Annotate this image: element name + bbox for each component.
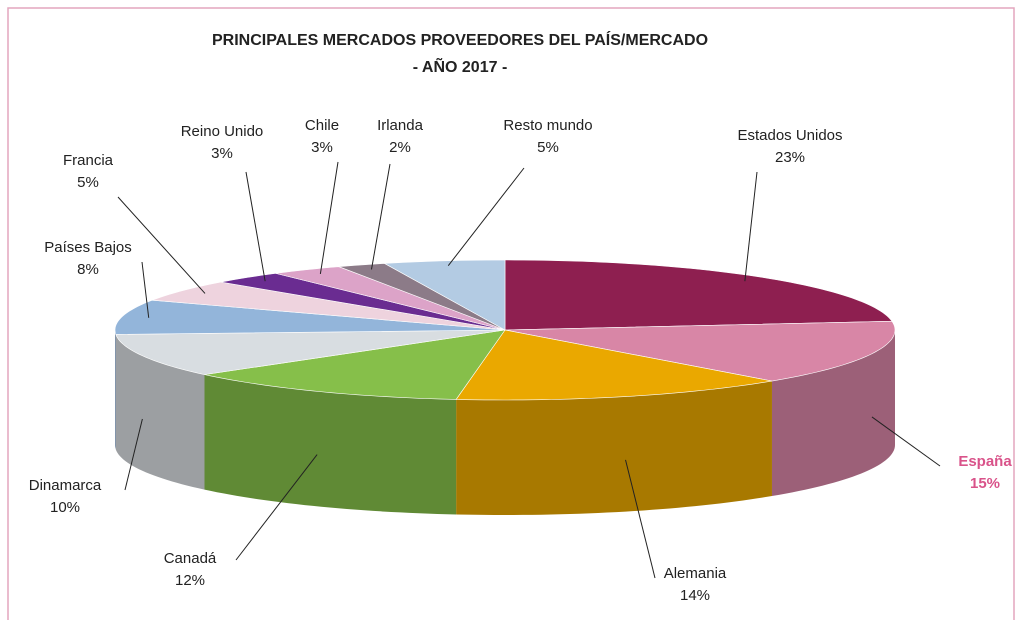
slice bbox=[504, 259, 893, 331]
data-label-name: Irlanda bbox=[377, 117, 424, 134]
slice bbox=[204, 329, 506, 400]
leader-line bbox=[124, 418, 143, 491]
leader-line bbox=[245, 171, 266, 282]
chart-title: PRINCIPALES MERCADOS PROVEEDORES DEL PAÍ… bbox=[212, 30, 708, 49]
data-label-value: 3% bbox=[211, 145, 233, 162]
data-label-value: 14% bbox=[680, 587, 710, 604]
slice-side bbox=[771, 330, 895, 497]
leader-line bbox=[117, 196, 206, 294]
data-label-value: 10% bbox=[50, 499, 80, 516]
data-label-name: Resto mundo bbox=[503, 117, 592, 134]
data-label-name: Reino Unido bbox=[181, 123, 264, 140]
data-label-value: 5% bbox=[537, 139, 559, 156]
data-label-value: 5% bbox=[77, 174, 99, 191]
data-label-value: 8% bbox=[77, 261, 99, 278]
data-label-value: 23% bbox=[775, 149, 805, 166]
data-label-value: 15% bbox=[970, 475, 1000, 492]
data-label-value: 3% bbox=[311, 139, 333, 156]
slice bbox=[114, 299, 506, 335]
leader-line bbox=[447, 167, 525, 267]
slice-side bbox=[115, 330, 116, 450]
slice bbox=[455, 329, 773, 401]
leader-line bbox=[871, 416, 941, 467]
leader-line bbox=[625, 459, 656, 579]
slice bbox=[338, 263, 506, 331]
slice bbox=[383, 259, 506, 331]
data-label-name: Francia bbox=[63, 152, 114, 169]
data-label-name: Estados Unidos bbox=[737, 127, 842, 144]
leader-line bbox=[319, 161, 339, 275]
slice bbox=[504, 320, 896, 382]
slice-side bbox=[115, 334, 205, 490]
data-label-name: Canadá bbox=[164, 550, 217, 567]
slice-side bbox=[204, 374, 457, 515]
chart-subtitle: - AÑO 2017 - bbox=[413, 56, 508, 76]
data-label-name: Países Bajos bbox=[44, 239, 132, 256]
slice bbox=[115, 329, 506, 375]
data-label-name: Dinamarca bbox=[29, 477, 102, 494]
leader-line bbox=[370, 163, 391, 270]
leader-line bbox=[235, 454, 318, 561]
data-label-name: Alemania bbox=[664, 565, 727, 582]
slice-side bbox=[456, 381, 772, 515]
slice bbox=[220, 273, 506, 331]
slice bbox=[152, 281, 506, 331]
slice bbox=[275, 266, 506, 331]
data-label-name: Chile bbox=[305, 117, 339, 134]
data-label-value: 12% bbox=[175, 572, 205, 589]
data-label-value: 2% bbox=[389, 139, 411, 156]
leader-line bbox=[744, 171, 758, 282]
leader-line bbox=[141, 261, 150, 318]
data-label-name: España bbox=[958, 453, 1012, 470]
